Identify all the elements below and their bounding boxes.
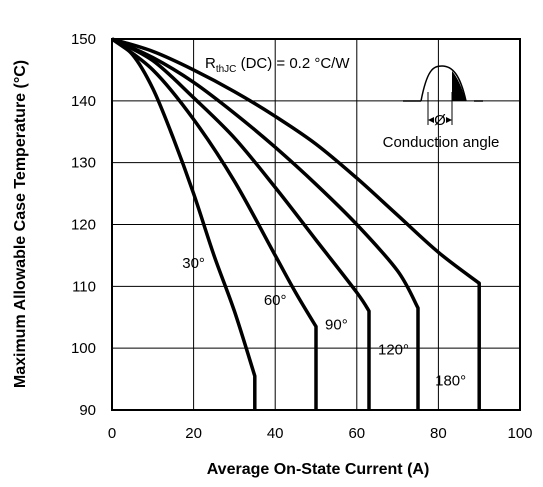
x-tick-label: 80	[430, 425, 447, 442]
y-tick-label: 110	[72, 278, 96, 295]
y-tick-label: 120	[71, 217, 96, 234]
series-label: 60°	[264, 292, 287, 309]
series-line	[110, 37, 257, 410]
y-tick-label: 100	[71, 340, 96, 357]
curves	[110, 37, 481, 410]
half-sine-waveform-icon	[420, 65, 467, 102]
series-label: 120°	[378, 341, 409, 358]
series-line	[111, 37, 420, 410]
rthjc-annotation: RthJC (DC) = 0.2 °C/W	[205, 55, 350, 75]
x-tick-label: 60	[348, 425, 365, 442]
y-tick-label: 130	[71, 155, 96, 172]
conduction-fill-icon	[452, 71, 466, 101]
x-axis-title: Average On-State Current (A)	[207, 461, 430, 478]
conduction-angle-inset: Ø Conduction angle	[383, 65, 500, 151]
series-label: 30°	[182, 255, 205, 272]
x-tick-label: 40	[267, 425, 284, 442]
curve-labels: 30° 60° 90° 120° 180°	[182, 255, 466, 389]
plot-frame	[111, 38, 521, 411]
x-tick-label: 20	[185, 425, 202, 442]
series-label: 180°	[435, 372, 466, 389]
arrow-right-icon	[428, 117, 434, 123]
ticks: 0 20 40 60 80 100 90 100 110 120 130 140 150	[71, 31, 533, 442]
series-line	[111, 37, 371, 410]
arrow-left-icon	[446, 117, 452, 123]
series-label: 90°	[325, 317, 348, 334]
y-axis-title: Maximum Allowable Case Temperature (°C)	[12, 60, 29, 388]
x-tick-label: 100	[507, 425, 532, 442]
series-line	[110, 37, 318, 410]
inset-caption: Conduction angle	[383, 134, 500, 151]
x-tick-label: 0	[108, 425, 116, 442]
y-tick-label: 90	[79, 402, 96, 419]
y-tick-label: 150	[71, 31, 96, 48]
y-tick-label: 140	[71, 93, 96, 110]
series-line	[111, 37, 481, 410]
angle-symbol: Ø	[434, 112, 446, 129]
